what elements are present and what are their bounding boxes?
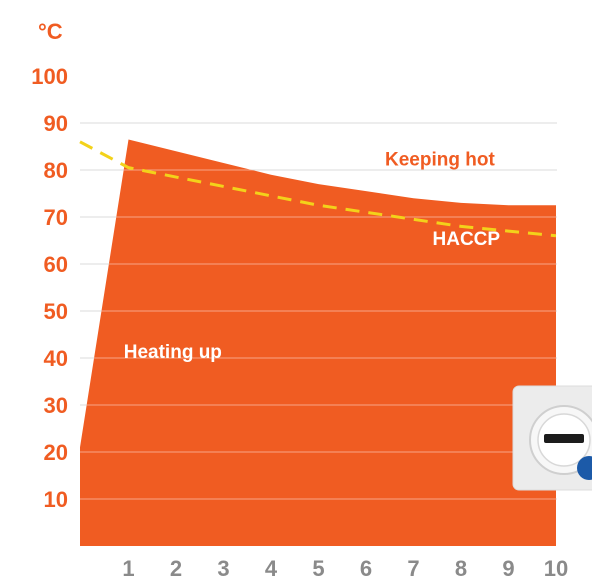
haccp-label: HACCP bbox=[433, 229, 501, 250]
x-tick-label: 3 bbox=[217, 556, 229, 578]
y-tick-label: 80 bbox=[44, 158, 68, 183]
y-tick-label: 30 bbox=[44, 393, 68, 418]
x-tick-label: 10 bbox=[544, 556, 568, 578]
x-tick-label: 5 bbox=[312, 556, 324, 578]
x-tick-label: 9 bbox=[502, 556, 514, 578]
heating-up-label: Heating up bbox=[124, 342, 222, 363]
x-axis-ticks: 1 2 3 4 5 6 7 8 9 10 bbox=[122, 556, 568, 578]
x-tick-label: 2 bbox=[170, 556, 182, 578]
y-tick-label: 40 bbox=[44, 346, 68, 371]
y-tick-label: 10 bbox=[44, 487, 68, 512]
y-tick-label: 50 bbox=[44, 299, 68, 324]
y-tick-label: 20 bbox=[44, 440, 68, 465]
y-tick-label: 60 bbox=[44, 252, 68, 277]
y-tick-label: 70 bbox=[44, 205, 68, 230]
y-tick-label: 90 bbox=[44, 111, 68, 136]
x-tick-label: 4 bbox=[265, 556, 278, 578]
keeping-hot-label: Keeping hot bbox=[385, 149, 495, 170]
thermostat-dial-icon bbox=[512, 385, 592, 491]
y-axis-unit-label: °C bbox=[38, 19, 63, 44]
chart-annotations: Keeping hot HACCP Heating up bbox=[124, 149, 501, 363]
grid-lines-overlay bbox=[80, 122, 557, 500]
x-tick-label: 1 bbox=[122, 556, 134, 578]
x-tick-label: 7 bbox=[407, 556, 419, 578]
x-tick-label: 8 bbox=[455, 556, 467, 578]
y-tick-label: 100 bbox=[31, 64, 68, 89]
y-axis-ticks: 10 20 30 40 50 60 70 80 90 100 bbox=[31, 64, 68, 512]
x-tick-label: 6 bbox=[360, 556, 372, 578]
heating-area bbox=[80, 139, 556, 546]
